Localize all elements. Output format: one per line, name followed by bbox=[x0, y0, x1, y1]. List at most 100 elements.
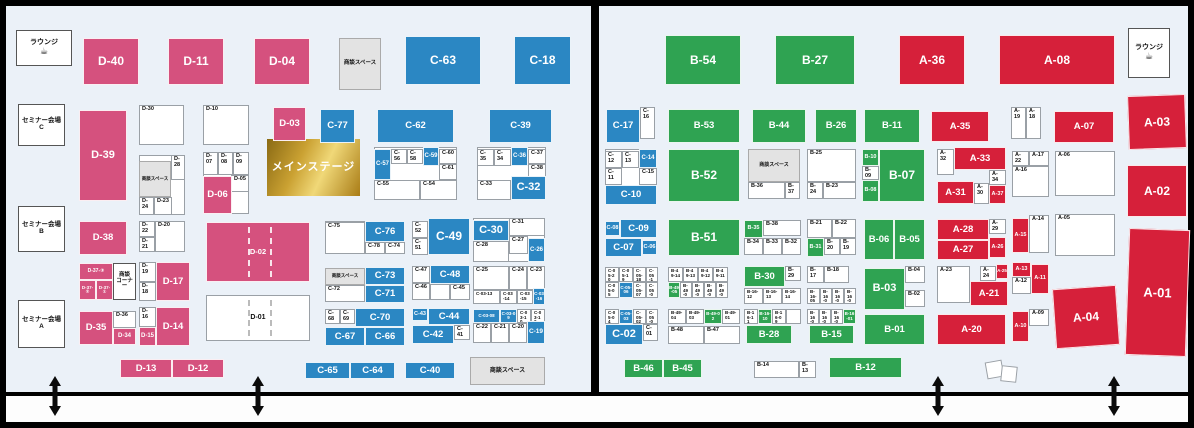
booth-c-05-18: C-05-18 bbox=[633, 267, 646, 282]
booth-b-16-13: B-16-13 bbox=[763, 288, 782, 304]
booth-b-49-03: B-49-03 bbox=[686, 309, 704, 324]
booth-label: B-05 bbox=[899, 233, 920, 245]
booth-label: C-73 bbox=[374, 270, 396, 282]
booth-c-45: C-45 bbox=[450, 284, 470, 300]
booth-label: D-18 bbox=[142, 283, 149, 295]
booth-c-05-03: C-05-03 bbox=[619, 309, 633, 324]
booth-a-30: A-30 bbox=[974, 183, 989, 204]
booth-c-59: C-59 bbox=[423, 147, 439, 166]
booth-label: C-68 bbox=[328, 310, 335, 322]
booth-label: 商談 コーナー bbox=[116, 271, 133, 290]
booth-label: A-23 bbox=[940, 267, 952, 273]
booth-c-13: C-13 bbox=[622, 151, 639, 168]
booth-label: B-24 bbox=[810, 183, 817, 195]
booth-d-01: D-01 bbox=[206, 295, 310, 341]
booth-b-08: B-08 bbox=[862, 180, 879, 202]
booth-b-16-08: B-16-08 bbox=[844, 288, 856, 304]
booth-b-49-11: B-49-11 bbox=[713, 267, 728, 282]
booth-label: B-49-12 bbox=[701, 268, 711, 278]
booth-label: A-35 bbox=[949, 120, 971, 132]
booth-label: C-27 bbox=[512, 237, 524, 243]
booth-label: A-20 bbox=[961, 323, 982, 335]
booth-label: 商談スペース bbox=[331, 273, 359, 279]
booth-label: C-40 bbox=[419, 364, 441, 376]
booth-label: C-03-10 bbox=[520, 310, 528, 323]
booth-label: D-20 bbox=[158, 222, 170, 228]
booth-label: A-12 bbox=[1015, 278, 1027, 284]
booth-b-37: B-37 bbox=[785, 182, 800, 199]
booth-label: D-17 bbox=[162, 275, 184, 287]
booth-label: C-12 bbox=[608, 152, 615, 164]
booth-c-02: C-02 bbox=[605, 324, 643, 345]
booth-d-24: D-24 bbox=[139, 197, 154, 215]
booth-label: B-01 bbox=[884, 323, 905, 335]
booth-c-33: C-33 bbox=[477, 180, 511, 200]
booth-label: D-08 bbox=[221, 153, 228, 165]
booth-label: B-34 bbox=[747, 239, 759, 245]
booth-label: B-04 bbox=[908, 267, 920, 273]
booth-b-49-13: B-49-13 bbox=[683, 267, 698, 282]
booth-c-06: C-06 bbox=[642, 240, 657, 255]
coffee-cup-icon: ☕ bbox=[39, 46, 49, 57]
booth-b-17: B-17 bbox=[807, 266, 824, 283]
booth-c-01: C-01 bbox=[643, 324, 658, 341]
booth-label: B-14 bbox=[757, 362, 769, 368]
booth-c-76: C-76 bbox=[365, 221, 405, 242]
booth-c-10: C-10 bbox=[605, 185, 657, 205]
booth-label: B-08 bbox=[864, 187, 877, 194]
booth-b-24: B-24 bbox=[807, 182, 823, 199]
booth-c-05-01: C-05-01 bbox=[646, 309, 658, 324]
booth-b-16-11: B-16-11 bbox=[744, 309, 758, 324]
booth-label: B-49-06 bbox=[683, 283, 689, 297]
booth-label: B-16-02 bbox=[834, 310, 840, 324]
booth-label: A-30 bbox=[977, 184, 984, 196]
booth-label: B-52 bbox=[690, 168, 717, 183]
booth-b-03: B-03 bbox=[864, 268, 905, 310]
booth-c-20: C-20 bbox=[509, 323, 527, 343]
booth-label: D-04 bbox=[268, 54, 295, 69]
booth-label: C-07 bbox=[613, 241, 634, 253]
booth-divider-dashed-line bbox=[270, 227, 273, 277]
booth-label: A-32 bbox=[940, 150, 947, 162]
booth-a-28: A-28 bbox=[937, 219, 989, 240]
booth-a-32: A-32 bbox=[937, 149, 954, 175]
booth-label: D-09 bbox=[236, 153, 243, 165]
booth-label: C-58 bbox=[410, 150, 417, 162]
booth-label: C-03-09 bbox=[501, 310, 516, 320]
booth-label: C-52 bbox=[415, 222, 422, 234]
booth-label: B-16-08 bbox=[847, 289, 853, 303]
booth-c-03-09: C-03-09 bbox=[500, 309, 517, 323]
booth-label: ラウンジ bbox=[30, 39, 58, 47]
booth-label: D-30 bbox=[142, 106, 154, 112]
booth-a-24: A-24 bbox=[980, 266, 996, 281]
booth-c-09: C-09 bbox=[620, 219, 657, 238]
booth-label: C-33 bbox=[480, 181, 492, 187]
booth-label: セミナー会場 B bbox=[22, 221, 61, 235]
booth-label: B-29 bbox=[788, 267, 795, 279]
booth-b-28: B-28 bbox=[746, 325, 792, 344]
booth-c-71: C-71 bbox=[365, 285, 405, 303]
booth-b-11: B-11 bbox=[864, 109, 920, 143]
booth-b-18: B-18 bbox=[824, 266, 849, 283]
booth-b-49-08: B-49-08 bbox=[704, 282, 716, 298]
booth-b-49-01: B-49-01 bbox=[722, 309, 740, 324]
booth-a-26: A-26 bbox=[989, 237, 1006, 258]
booth-label: A-16 bbox=[1015, 167, 1027, 173]
booth-label: D-28 bbox=[174, 156, 181, 168]
booth-c-30: C-30 bbox=[473, 220, 509, 241]
booth-label: B-16-07 bbox=[835, 289, 841, 303]
booth-c-65: C-65 bbox=[305, 362, 350, 379]
booth-label: C-03-13 bbox=[476, 291, 493, 296]
booth-label: D-03 bbox=[279, 118, 300, 130]
booth-b-29: B-29 bbox=[785, 266, 801, 281]
booth-c-05-19: C-05-19 bbox=[619, 267, 633, 282]
booth-c-05-06: C-05-06 bbox=[619, 282, 633, 298]
booth-label: B-53 bbox=[693, 120, 715, 132]
booth-label: B-16-05 bbox=[810, 289, 817, 303]
booth-c-62: C-62 bbox=[377, 109, 454, 143]
booth-c-63: C-63 bbox=[405, 36, 481, 85]
booth-label: C-16 bbox=[643, 108, 650, 120]
booth-label: B-16-09 bbox=[775, 310, 783, 324]
booth-c-05-08: C-05-08 bbox=[646, 282, 658, 298]
entrance-arrow-icon bbox=[1107, 376, 1121, 416]
